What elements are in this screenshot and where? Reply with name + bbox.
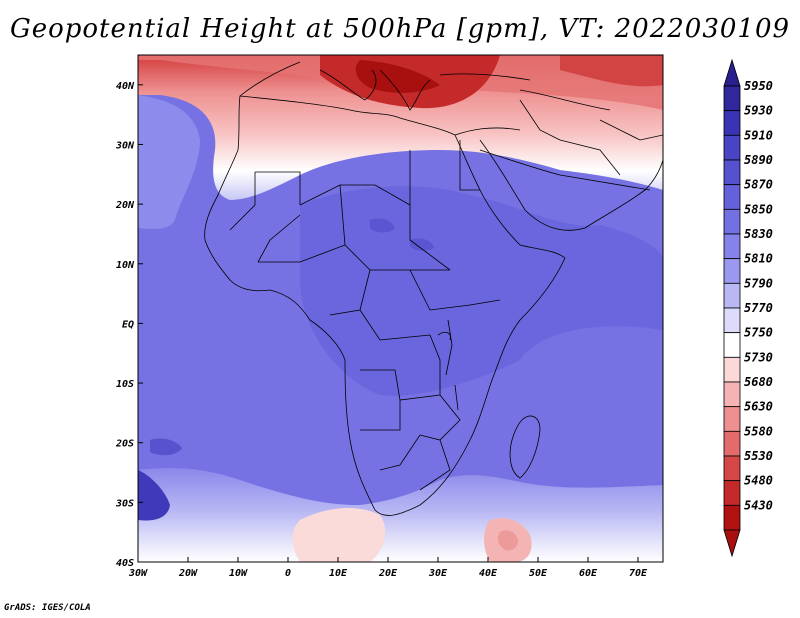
arabia-coast bbox=[479, 139, 663, 231]
africa-coastline bbox=[204, 95, 566, 516]
lat-tick-label: 40N bbox=[116, 81, 135, 92]
colorbar-level-label: 5680 bbox=[744, 375, 773, 389]
europe-coast bbox=[239, 61, 651, 191]
grads-credit: GrADS: IGES/COLA bbox=[4, 603, 91, 613]
colorbar-swatch bbox=[723, 208, 741, 235]
lon-tick-label: 20W bbox=[178, 568, 198, 579]
colorbar-level-label: 5830 bbox=[744, 227, 773, 241]
colorbar-swatch bbox=[723, 381, 741, 408]
lon-tick-label: 30W bbox=[128, 568, 148, 579]
lat-tick-label: 30S bbox=[115, 498, 134, 509]
colorbar-level-label: 5580 bbox=[744, 424, 773, 438]
madagascar-outline bbox=[509, 415, 541, 479]
colorbar-level-label: 5770 bbox=[744, 301, 773, 315]
lat-tick-label: 30N bbox=[115, 140, 135, 151]
colorbar-swatch bbox=[723, 134, 741, 161]
lat-tick-label: 20N bbox=[115, 200, 135, 211]
colorbar-swatch bbox=[723, 282, 741, 309]
colorbar-top-arrow bbox=[723, 58, 741, 87]
colorbar-swatch bbox=[723, 504, 741, 531]
colorbar-swatch bbox=[723, 258, 741, 284]
lat-tick-label: 40S bbox=[116, 558, 134, 569]
colorbar-level-label: 5910 bbox=[744, 128, 773, 142]
lat-tick-label: 20S bbox=[115, 439, 134, 450]
lon-tick-label: 70E bbox=[629, 568, 648, 579]
colorbar-level-label: 5790 bbox=[744, 276, 773, 290]
colorbar-level-label: 5950 bbox=[744, 79, 773, 93]
lon-tick-label: 20E bbox=[378, 568, 398, 579]
lon-tick-label: 50E bbox=[529, 568, 548, 579]
colorbar-level-label: 5730 bbox=[744, 350, 773, 364]
colorbar-level-label: 5930 bbox=[744, 104, 773, 118]
colorbar-swatch bbox=[723, 455, 741, 482]
lat-tick-label: 10N bbox=[116, 260, 135, 271]
colorbar-swatch bbox=[723, 110, 741, 136]
colorbar-swatch bbox=[723, 159, 741, 186]
lon-tick-label: 10W bbox=[229, 568, 248, 579]
colorbar-level-label: 5530 bbox=[744, 449, 773, 463]
lat-tick-label: 10S bbox=[116, 379, 134, 390]
colorbar-swatch bbox=[723, 356, 741, 383]
lon-tick-label: 10E bbox=[329, 568, 348, 579]
colorbar-level-label: 5630 bbox=[744, 400, 773, 414]
axis-ticks bbox=[137, 84, 639, 563]
colorbar-swatch bbox=[723, 430, 741, 457]
colorbar-swatch bbox=[723, 184, 741, 210]
colorbar-level-label: 5430 bbox=[744, 498, 773, 512]
lat-tick-label: EQ bbox=[122, 319, 134, 330]
height-field bbox=[138, 55, 663, 562]
lon-tick-label: 30E bbox=[428, 568, 448, 579]
colorbar-swatch bbox=[723, 307, 741, 334]
colorbar-swatch bbox=[723, 406, 741, 432]
axis-labels: 30W 20W 10W 0 10E 20E 30E 40E 50E 60E 70E 40N 30N 20N… bbox=[115, 81, 648, 579]
lon-tick-label: 60E bbox=[579, 568, 598, 579]
colorbar-level-label: 5810 bbox=[744, 252, 773, 266]
colorbar-swatch bbox=[723, 332, 741, 358]
colorbar-level-label: 5890 bbox=[744, 153, 773, 167]
lon-tick-label: 0 bbox=[285, 568, 291, 579]
country-borders bbox=[229, 99, 663, 491]
colorbar-level-label: 5850 bbox=[744, 202, 773, 216]
map-title: Geopotential Height at 500hPa [gpm], VT:… bbox=[9, 14, 791, 44]
colorbar-swatch bbox=[723, 85, 741, 112]
lon-tick-label: 40E bbox=[479, 568, 498, 579]
colorbar: 5950 5930 5910 5890 5870 5850 5830 5810 5790 5770… bbox=[723, 58, 773, 558]
map-frame bbox=[137, 54, 664, 563]
colorbar-swatch bbox=[723, 480, 741, 506]
colorbar-level-label: 5750 bbox=[744, 326, 773, 340]
coastlines-and-borders bbox=[204, 61, 663, 516]
colorbar-level-label: 5870 bbox=[744, 178, 773, 192]
colorbar-swatch bbox=[723, 233, 741, 260]
lakes bbox=[437, 319, 459, 411]
colorbar-level-label: 5480 bbox=[744, 474, 773, 488]
colorbar-bottom-arrow bbox=[723, 529, 741, 558]
